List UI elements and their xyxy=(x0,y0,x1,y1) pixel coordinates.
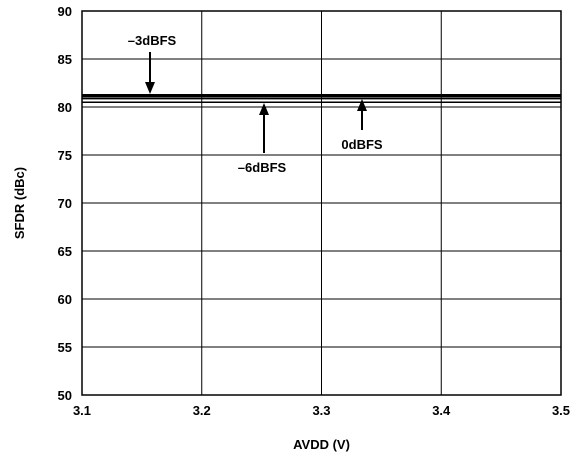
plot-frame xyxy=(81,10,562,396)
x-tick-label: 3.5 xyxy=(552,403,570,418)
x-axis-title: AVDD (V) xyxy=(293,437,350,452)
annotation-arrowhead xyxy=(357,99,367,111)
y-tick-label: 90 xyxy=(58,4,72,19)
tick-labels: 3.1 3.2 3.3 3.4 3.5 50 55 60 65 70 75 80 85 90 xyxy=(58,4,571,418)
annotation-0dbfs-label: 0dBFS xyxy=(341,137,383,152)
annotation-minus3dbfs-label: –3dBFS xyxy=(128,33,177,48)
y-axis-title: SFDR (dBc) xyxy=(12,167,27,239)
y-tick-label: 60 xyxy=(58,292,72,307)
series-lines xyxy=(82,93,561,103)
annotation-minus6dbfs-label: –6dBFS xyxy=(238,160,287,175)
y-tick-label: 80 xyxy=(58,100,72,115)
y-tick-label: 55 xyxy=(58,340,72,355)
y-tick-label: 50 xyxy=(58,388,72,403)
x-tick-label: 3.1 xyxy=(73,403,91,418)
y-tick-label: 75 xyxy=(58,148,72,163)
y-tick-label: 65 xyxy=(58,244,72,259)
x-tick-label: 3.3 xyxy=(312,403,330,418)
y-tick-label: 85 xyxy=(58,52,72,67)
annotation-arrowhead xyxy=(259,103,269,115)
y-tick-label: 70 xyxy=(58,196,72,211)
annotation-arrowhead xyxy=(145,82,155,94)
x-tick-label: 3.2 xyxy=(193,403,211,418)
x-tick-label: 3.4 xyxy=(432,403,451,418)
annotations: –3dBFS –6dBFS 0dBFS xyxy=(128,33,383,175)
grid xyxy=(82,11,561,395)
